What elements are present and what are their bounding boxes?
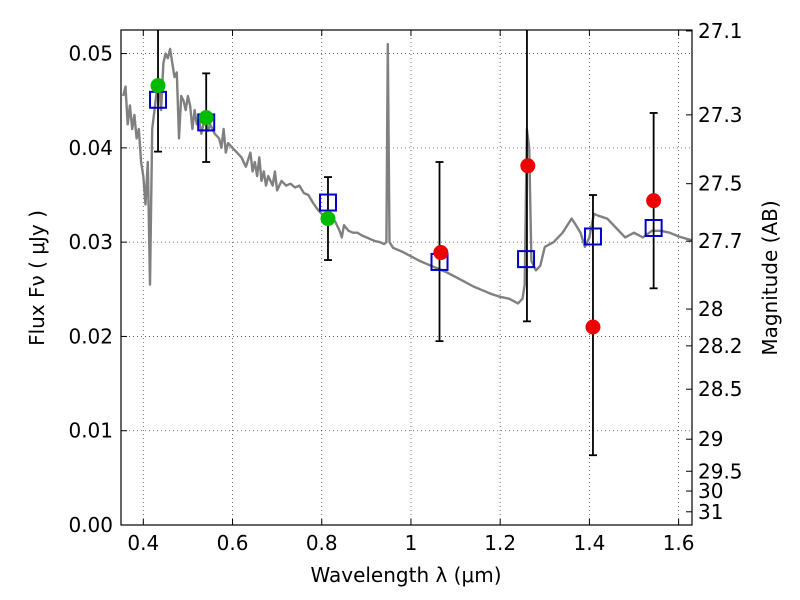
y-tick-label: 0.00 [68, 513, 113, 537]
data-points-layer [149, 78, 663, 335]
y-axis-label: Flux Fν ( μJy ) [25, 210, 49, 346]
grid-lines [121, 30, 692, 525]
model-point-square [583, 227, 602, 246]
x-tick-label: 0.6 [217, 531, 249, 555]
green-data-point [150, 78, 166, 94]
plot-frame [120, 29, 693, 526]
x-tick-label: 0.4 [127, 531, 159, 555]
x-tick-label: 0.8 [306, 531, 338, 555]
y-tick-label: 0.03 [68, 230, 113, 254]
y-tick-label: 0.05 [68, 42, 113, 66]
y2-axis-label: Magnitude (AB) [758, 200, 782, 355]
mag-tick-label: 27.7 [698, 229, 743, 253]
green-data-point [320, 211, 336, 227]
x-tick-label: 1 [405, 531, 418, 555]
model-spectrum-line [122, 42, 693, 305]
mag-tick-label: 29.5 [698, 459, 743, 483]
red-data-point [585, 319, 601, 335]
y-tick-label: 0.02 [68, 324, 113, 348]
model-point-square [517, 250, 536, 269]
mag-tick-label: 27.3 [698, 103, 743, 127]
ticks-layer: 0.4 0.6 0.8 1 1.2 1.4 1.6 0.00 0.01 0.02 0.03 0.04 0… [68, 19, 742, 555]
x-tick-label: 1.2 [484, 531, 516, 555]
green-data-point [198, 110, 214, 126]
mag-tick-label: 30 [698, 479, 723, 503]
x-tick-label: 1.6 [663, 531, 695, 555]
mag-tick-label: 28 [698, 297, 723, 321]
x-axis-label: Wavelength λ (μm) [310, 563, 501, 587]
x-tick-label: 1.4 [573, 531, 605, 555]
mag-tick-label: 27.1 [698, 19, 743, 43]
mag-tick-label: 31 [698, 500, 723, 524]
mag-tick-label: 29 [698, 427, 723, 451]
mag-tick-label: 27.5 [698, 172, 743, 196]
mag-tick-label: 28.5 [698, 377, 743, 401]
y-tick-label: 0.01 [68, 419, 113, 443]
red-data-point [646, 193, 662, 209]
mag-tick-label: 28.2 [698, 334, 743, 358]
y-tick-label: 0.04 [68, 136, 113, 160]
red-data-point [433, 245, 449, 261]
red-data-point [520, 158, 536, 174]
model-spectrum-layer [122, 42, 693, 305]
model-point-square [644, 219, 663, 237]
model-point-square [318, 193, 337, 212]
error-bars-layer [154, 30, 658, 457]
